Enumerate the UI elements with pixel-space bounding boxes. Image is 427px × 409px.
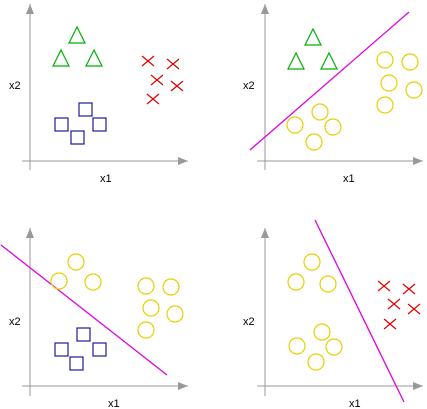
cross-marker [170, 80, 184, 92]
panel-3-decision-boundary [0, 244, 168, 376]
panel-2-xlabel: x1 [343, 173, 355, 185]
triangle-marker [85, 48, 103, 67]
circle-marker [401, 53, 419, 71]
panel-2-x-arrow [413, 157, 423, 165]
panel-2-decision-boundary [249, 11, 410, 151]
panel-2-ylabel: x2 [243, 80, 255, 92]
triangle-marker [68, 25, 86, 44]
panel-4: x1 x2 [243, 219, 423, 409]
circle-marker [287, 273, 305, 291]
panel-2-triangles [287, 27, 338, 70]
circle-marker [166, 305, 184, 323]
panel-1-triangles [52, 25, 103, 67]
square-marker [78, 102, 93, 117]
circle-marker [303, 253, 321, 271]
panel-1-y-arrow [26, 4, 34, 14]
circle-marker [307, 353, 325, 371]
cross-marker [166, 58, 180, 70]
cross-marker [407, 303, 421, 315]
square-marker [92, 117, 107, 132]
panel-1-x-arrow [178, 157, 188, 165]
circle-marker [286, 116, 304, 134]
triangle-marker [287, 51, 305, 70]
square-marker [70, 130, 85, 145]
panel-4-y-arrow [261, 228, 269, 238]
cross-marker [383, 318, 397, 330]
panel-3: x1 x2 [0, 228, 188, 409]
panel-2: x1 x2 [243, 4, 423, 185]
panel-1: x1 x2 [9, 4, 188, 185]
panel-3-squares [54, 327, 107, 371]
square-marker [54, 117, 69, 132]
circle-marker [84, 273, 102, 291]
circle-marker [311, 103, 329, 121]
panel-3-ylabel: x2 [9, 316, 21, 328]
triangle-marker [320, 51, 338, 70]
circle-marker [313, 323, 331, 341]
circle-marker [137, 321, 155, 339]
panel-3-xlabel: x1 [108, 398, 120, 409]
circle-marker [162, 278, 180, 296]
panel-4-decision-boundary [314, 219, 405, 403]
cross-marker [141, 55, 155, 67]
square-marker [76, 327, 91, 342]
panel-1-ylabel: x2 [9, 80, 21, 92]
panel-4-circles [287, 253, 343, 371]
circle-marker [67, 253, 85, 271]
cross-marker [150, 74, 164, 86]
panel-1-xlabel: x1 [100, 173, 112, 185]
panel-2-circles [286, 51, 423, 151]
cross-marker [146, 93, 160, 105]
panel-2-y-arrow [261, 4, 269, 14]
panel-3-y-arrow [26, 228, 34, 238]
panel-4-xlabel: x1 [349, 398, 361, 409]
square-marker [54, 342, 69, 357]
triangle-marker [52, 48, 70, 67]
circle-marker [324, 118, 342, 136]
triangle-marker [304, 27, 322, 46]
circle-marker [50, 272, 68, 290]
panel-3-circles [50, 253, 184, 339]
circle-marker [405, 81, 423, 99]
cross-marker [377, 280, 391, 292]
circle-marker [319, 275, 337, 293]
panel-3-x-arrow [178, 382, 188, 390]
cross-marker [402, 283, 416, 295]
square-marker [92, 342, 107, 357]
circle-marker [376, 96, 394, 114]
cross-marker [387, 298, 401, 310]
circle-marker [305, 133, 323, 151]
panel-4-ylabel: x2 [243, 316, 255, 328]
panel-1-squares [54, 102, 107, 145]
circle-marker [376, 51, 394, 69]
panel-4-x-arrow [413, 382, 423, 390]
circle-marker [380, 74, 398, 92]
circle-marker [137, 277, 155, 295]
panel-4-crosses [377, 280, 421, 330]
square-marker [69, 356, 84, 371]
circle-marker [288, 337, 306, 355]
panel-1-crosses [141, 55, 184, 105]
circle-marker [142, 299, 160, 317]
circle-marker [325, 338, 343, 356]
